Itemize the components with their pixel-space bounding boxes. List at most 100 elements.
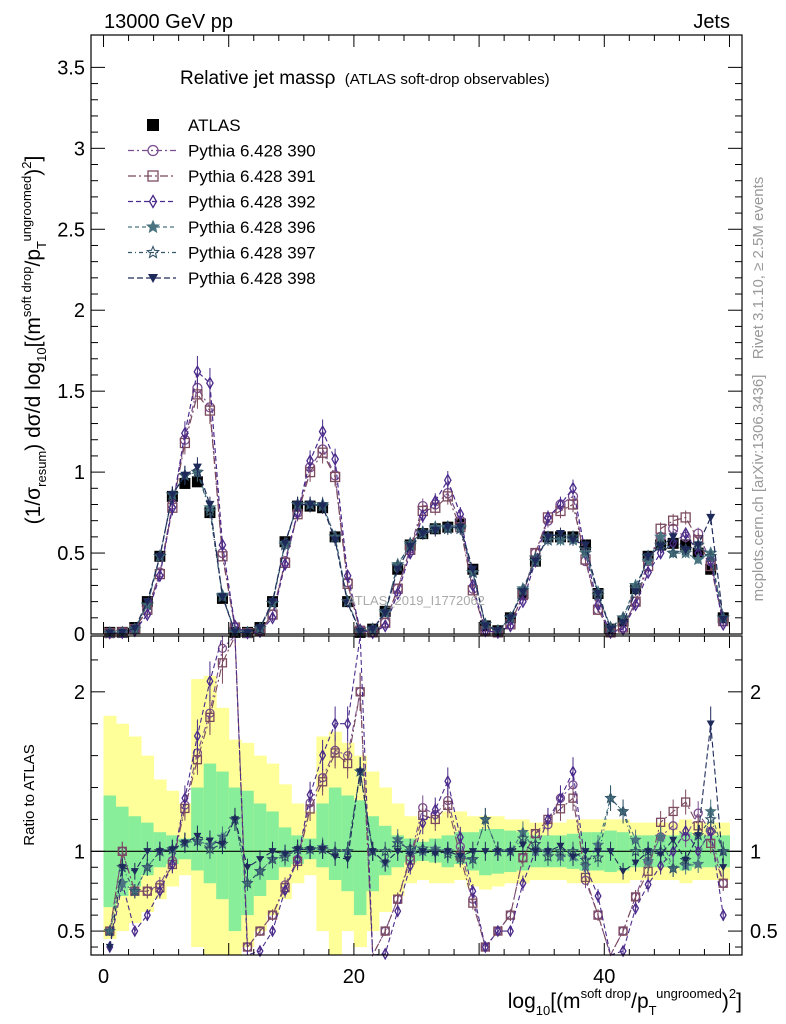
series-pythia-6-428-391-ratio-point: [393, 894, 403, 904]
series-pythia-6-428-398-point: [668, 533, 678, 542]
series-pythia-6-428-398-point: [242, 628, 252, 638]
series-pythia-6-428-398-point: [355, 627, 365, 637]
series-pythia-6-428-396-ratio-point: [654, 830, 667, 843]
series-pythia-6-428-398-point: [631, 588, 641, 597]
x-tick-label: 20: [343, 966, 365, 988]
series-pythia-6-428-397-ratio-point: [616, 805, 630, 817]
series-pythia-6-428-398-ratio-point: [594, 848, 603, 856]
series-pythia-6-428-392-ratio-point: [632, 901, 640, 915]
series-pythia-6-428-392-ratio-point: [456, 830, 464, 844]
series-pythia-6-428-392-point: [281, 557, 289, 572]
ratio-y-tick-label-right: 2: [750, 682, 761, 704]
series-pythia-6-428-391-ratio-line: [109, 635, 724, 958]
series-pythia-6-428-392-point: [569, 481, 577, 496]
series-pythia-6-428-398-point: [568, 536, 578, 545]
series-pythia-6-428-392-point: [456, 507, 465, 522]
y-tick-label: 2: [74, 300, 85, 322]
series-pythia-6-428-392-ratio-point: [431, 803, 439, 816]
series-pythia-6-428-391-point: [567, 499, 579, 510]
series-pythia-6-428-392-ratio-point: [331, 717, 339, 731]
series-pythia-6-428-398-point: [155, 552, 165, 561]
chart-title: Relative jet massρ (ATLAS soft-drop obse…: [180, 68, 550, 89]
legend-pythia-6-428-398-marker: [148, 274, 158, 283]
series-pythia-6-428-392-ratio-point: [294, 853, 302, 866]
series-pythia-6-428-392-ratio-point: [682, 824, 690, 838]
series-pythia-6-428-392-point: [381, 619, 390, 633]
series-pythia-6-428-398-ratio-line: [109, 723, 724, 948]
series-pythia-6-428-392-point: [544, 510, 552, 525]
series-pythia-6-428-392-ratio-point: [319, 748, 327, 762]
series-pythia-6-428-397-ratio-point: [604, 791, 617, 804]
series-pythia-6-428-398-point: [693, 541, 703, 550]
series-pythia-6-428-392-point: [418, 509, 427, 523]
series-pythia-6-428-392-point: [719, 617, 728, 632]
series-pythia-6-428-392-point: [594, 598, 602, 612]
series-pythia-6-428-392-point: [343, 568, 352, 583]
series-pythia-6-428-392-point: [318, 424, 327, 439]
series-pythia-6-428-392-point: [331, 452, 340, 466]
ratio-y-axis-label: Ratio to ATLAS: [21, 744, 38, 845]
series-pythia-6-428-398-ratio-point: [105, 943, 114, 952]
ratio-y-tick-label-right: 1: [750, 841, 761, 863]
series-pythia-6-428-398-point: [368, 625, 378, 634]
series-pythia-6-428-392-point: [656, 546, 665, 560]
series-pythia-6-428-398-point: [418, 530, 428, 539]
ratio-plot-frame: [90, 635, 743, 956]
series-pythia-6-428-398-point: [505, 614, 515, 623]
legend-pythia-6-428-397-marker: [145, 245, 161, 259]
series-pythia-6-428-392-point: [306, 453, 314, 468]
legend-pythia-6-428-392-label: Pythia 6.428 392: [188, 193, 316, 212]
series-pythia-6-428-392-ratio-point: [506, 924, 514, 938]
series-pythia-6-428-398-point: [430, 526, 440, 535]
y-tick-label: 0: [74, 624, 85, 646]
category-label: Jets: [693, 11, 730, 33]
series-pythia-6-428-392-ratio-point: [206, 674, 214, 688]
x-axis-label: log10[(msoft drop/pTungroomed)2]: [508, 986, 742, 1018]
series-pythia-6-428-398-point: [280, 539, 290, 548]
series-pythia-6-428-398-point: [268, 598, 278, 607]
series-pythia-6-428-398-point: [443, 523, 453, 532]
series-pythia-6-428-398-ratio-point: [443, 848, 452, 856]
series-pythia-6-428-392-ratio-point: [406, 859, 414, 873]
series-pythia-6-428-391-point: [217, 551, 228, 562]
series-pythia-6-428-391-point: [442, 491, 453, 502]
series-pythia-6-428-398-point: [142, 598, 152, 607]
series-pythia-6-428-392-point: [556, 497, 565, 512]
ratio-y-tick-label: 1: [74, 841, 85, 863]
series-pythia-6-428-398-point: [405, 542, 415, 552]
series-pythia-6-428-398-point: [530, 557, 540, 566]
series-pythia-6-428-391-point: [192, 389, 203, 400]
series-pythia-6-428-397-ratio-point: [466, 852, 479, 865]
series-pythia-6-428-397-ratio-point: [203, 842, 217, 855]
series-pythia-6-428-398-ratio-point: [619, 868, 628, 876]
series-pythia-6-428-398-ratio-point: [468, 848, 477, 856]
legend-pythia-6-428-396-marker: [145, 219, 161, 234]
x-tick-label: 40: [593, 966, 615, 988]
series-pythia-6-428-398-point: [293, 500, 303, 509]
series-pythia-6-428-392-ratio-point: [619, 944, 627, 958]
series-pythia-6-428-397-ratio-point: [629, 844, 642, 857]
series-pythia-6-428-392-ratio-point: [594, 889, 602, 903]
series-pythia-6-428-398-point: [606, 625, 616, 634]
series-pythia-6-428-398-point: [217, 593, 227, 602]
legend: ATLAS Pythia 6.428 390 Pythia 6.428 391 Pyt…: [128, 116, 316, 288]
axes: 0 20 40 0 0.5 1 1.5 2 2.5 3 3.5 0.5 0.5 1 1 2 2: [57, 34, 778, 988]
legend-pythia-6-428-396-label: Pythia 6.428 396: [188, 218, 316, 237]
legend-atlas-label: ATLAS: [188, 116, 241, 135]
series-pythia-6-428-398-point: [455, 523, 465, 532]
series-pythia-6-428-392-ratio-point: [281, 884, 289, 897]
y-axis-label: (1/σresum) dσ/d log10[(msoft drop/pTungr…: [19, 156, 49, 525]
series-pythia-6-428-398-point: [543, 533, 553, 542]
series-pythia-6-428-392-ratio-point: [256, 944, 264, 958]
series-pythia-6-428-391-ratio-point: [655, 817, 666, 827]
legend-pythia-6-428-398-label: Pythia 6.428 398: [188, 269, 316, 288]
series-pythia-6-428-398-point: [555, 530, 565, 539]
series-pythia-6-428-392-ratio-point: [469, 884, 477, 898]
ratio-plot-series: [103, 634, 730, 961]
main-plot-frame: [90, 34, 743, 635]
series-pythia-6-428-397-point: [578, 542, 593, 556]
series-pythia-6-428-398-point: [180, 471, 190, 480]
legend-pythia-6-428-392-marker: [148, 194, 158, 209]
series-pythia-6-428-391-ratio-point: [668, 806, 678, 817]
series-pythia-6-428-398-ratio-point: [719, 864, 728, 872]
